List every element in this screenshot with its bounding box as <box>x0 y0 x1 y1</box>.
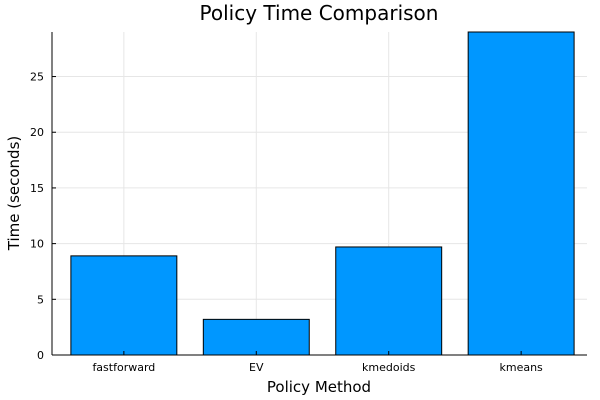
x-tick-label: fastforward <box>92 361 155 374</box>
bar-kmeans <box>467 31 575 356</box>
bars <box>70 31 575 356</box>
bar-fastforward <box>70 255 178 356</box>
y-axis-label: Time (seconds) <box>5 136 23 252</box>
y-tick-label: 15 <box>30 182 44 195</box>
bar-kmedoids <box>335 246 443 356</box>
chart-title: Policy Time Comparison <box>200 1 439 25</box>
y-tick-label: 25 <box>30 71 44 84</box>
x-tick-label: kmeans <box>499 361 543 374</box>
axes <box>51 32 587 356</box>
y-tick-label: 20 <box>30 126 44 139</box>
bar-EV <box>202 318 310 356</box>
y-ticks: 0 5 10 15 20 25 <box>30 71 56 362</box>
x-tick-label: kmedoids <box>362 361 416 374</box>
x-ticks: fastforward EV kmedoids kmeans <box>92 351 543 374</box>
y-tick-label: 10 <box>30 238 44 251</box>
x-axis-label: Policy Method <box>267 378 371 396</box>
y-tick-label: 5 <box>37 293 44 306</box>
x-tick-label: EV <box>249 361 264 374</box>
y-tick-label: 0 <box>37 349 44 362</box>
